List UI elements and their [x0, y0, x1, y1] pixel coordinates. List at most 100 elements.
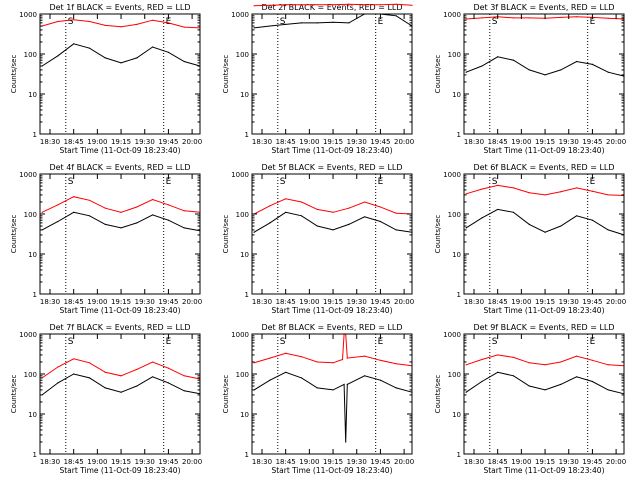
x-tick-label: 19:00 — [299, 298, 319, 306]
data-point — [481, 217, 483, 219]
data-point — [152, 361, 154, 363]
data-point — [88, 215, 91, 217]
data-point — [346, 357, 348, 359]
x-tick-label: 19:30 — [347, 458, 367, 466]
data-point — [167, 382, 170, 384]
data-point — [544, 389, 546, 391]
y-tick-label: 1000 — [443, 11, 461, 19]
y-axis-label: Counts/sec — [10, 375, 18, 414]
data-point — [544, 194, 546, 196]
x-tick-label: 20:00 — [182, 458, 202, 466]
data-point — [136, 368, 138, 371]
data-point — [136, 222, 138, 224]
data-point — [341, 358, 344, 361]
y-axis-label: Counts/sec — [10, 215, 18, 254]
x-tick-label: 18:45 — [64, 458, 84, 466]
marker-label: S — [68, 17, 74, 27]
x-axis-label: Start Time (11-Oct-09 18:23:40) — [59, 146, 180, 155]
data-point — [316, 4, 318, 6]
data-point — [379, 206, 382, 208]
data-point — [300, 4, 303, 6]
y-tick-label: 1 — [245, 291, 249, 299]
x-tick-label: 19:00 — [511, 458, 531, 466]
x-tick-label: 19:15 — [535, 458, 555, 466]
data-point — [253, 362, 255, 364]
data-point — [88, 377, 91, 379]
data-point — [269, 222, 271, 224]
data-point — [300, 377, 303, 379]
data-point — [528, 362, 530, 364]
data-point — [395, 363, 397, 365]
data-point — [285, 198, 287, 200]
x-tick-label: 19:30 — [347, 138, 367, 146]
data-point — [316, 208, 318, 211]
y-tick-label: 100 — [236, 211, 249, 219]
x-tick-label: 18:30 — [40, 298, 60, 306]
plot-frame — [39, 173, 201, 295]
marker-label: S — [280, 177, 286, 187]
marker-label: S — [492, 337, 498, 347]
data-point — [528, 69, 530, 71]
x-tick-label: 18:45 — [488, 298, 508, 306]
data-point — [607, 229, 609, 231]
data-point — [57, 20, 59, 23]
data-point — [167, 204, 170, 206]
marker-label: E — [166, 17, 172, 27]
data-point — [136, 206, 138, 208]
data-point — [104, 57, 106, 59]
data-point — [497, 208, 499, 211]
data-point — [120, 375, 122, 377]
data-point — [316, 387, 318, 389]
data-point — [576, 187, 578, 189]
data-point — [497, 56, 499, 58]
marker-label: E — [590, 337, 596, 347]
data-point — [88, 362, 91, 364]
data-point — [104, 371, 106, 373]
x-axis-label: Start Time (11-Oct-09 18:23:40) — [59, 306, 180, 315]
x-axis-label: Start Time (11-Oct-09 18:23:40) — [483, 146, 604, 155]
x-tick-label: 18:30 — [252, 458, 272, 466]
data-point — [607, 17, 609, 19]
y-tick-label: 100 — [24, 211, 37, 219]
data-point — [183, 60, 185, 63]
plot-frame — [251, 173, 413, 295]
data-point — [88, 20, 91, 23]
data-point — [465, 227, 467, 229]
x-tick-label: 19:15 — [323, 138, 343, 146]
x-tick-label: 20:00 — [182, 138, 202, 146]
data-point — [497, 184, 499, 186]
chart-title: Det 2f BLACK = Events, RED = LLD — [261, 3, 402, 12]
x-tick-label: 20:00 — [606, 458, 626, 466]
x-tick-label: 19:30 — [559, 458, 579, 466]
data-point — [395, 387, 397, 389]
y-tick-label: 1 — [245, 131, 249, 139]
data-point — [576, 215, 578, 217]
x-tick-label: 19:45 — [158, 138, 178, 146]
data-point — [73, 373, 75, 375]
y-tick-label: 1000 — [443, 171, 461, 179]
data-point — [332, 362, 334, 364]
data-point — [269, 25, 271, 27]
data-point — [136, 385, 138, 387]
marker-label: S — [68, 337, 74, 347]
x-tick-label: 18:30 — [252, 138, 272, 146]
data-point — [346, 383, 348, 385]
chart-title: Det 5f BLACK = Events, RED = LLD — [261, 163, 402, 172]
data-point — [379, 4, 382, 6]
data-point — [269, 379, 271, 381]
data-point — [73, 358, 75, 360]
data-point — [512, 187, 515, 189]
data-point — [481, 380, 483, 383]
y-tick-label: 1000 — [231, 11, 249, 19]
x-tick-label: 18:30 — [40, 138, 60, 146]
data-point — [57, 220, 59, 223]
y-tick-label: 1000 — [231, 171, 249, 179]
data-point — [364, 355, 366, 357]
data-point — [73, 19, 75, 21]
y-tick-label: 10 — [452, 411, 461, 419]
data-point — [560, 191, 562, 193]
data-point — [481, 188, 483, 190]
series-line-lld — [465, 184, 625, 196]
data-point — [512, 356, 515, 359]
y-tick-label: 1000 — [443, 331, 461, 339]
